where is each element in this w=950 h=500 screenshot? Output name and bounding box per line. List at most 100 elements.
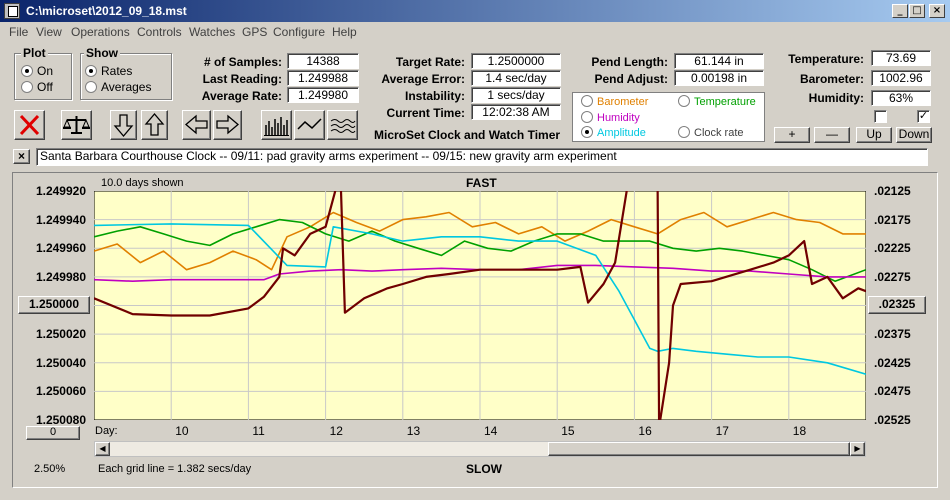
show-rates-radio[interactable]: Rates	[85, 64, 132, 78]
pend-adjust-label: Pend Adjust:	[594, 72, 668, 86]
menu-gps[interactable]: GPS	[242, 25, 268, 39]
grid-note: Each grid line = 1.382 secs/day	[98, 463, 252, 475]
waveform-button[interactable]	[327, 110, 358, 140]
maximize-button[interactable]: □	[909, 4, 925, 18]
arrow-up-icon	[144, 112, 165, 136]
x-tick-label: 10	[175, 424, 189, 438]
menu-controls[interactable]: Controls	[137, 25, 182, 39]
right-tick-label: .02525	[874, 413, 911, 427]
temperature-option[interactable]: Temperature	[678, 95, 756, 108]
center-amplitude-button[interactable]: .02325	[868, 296, 926, 314]
plus-button[interactable]: +	[774, 127, 810, 143]
humidity-option[interactable]: Humidity	[581, 111, 640, 124]
waveform-icon	[330, 119, 356, 133]
menu-watches[interactable]: Watches	[189, 25, 236, 39]
target-rate-value: 1.2500000	[471, 53, 561, 69]
x-tick-label: 13	[406, 424, 421, 438]
left-tick-label: 1.249940	[35, 212, 86, 227]
right-tick-label: .02475	[874, 384, 911, 399]
instability-label: Instability:	[404, 89, 465, 103]
average-error-value: 1.4 sec/day	[471, 70, 561, 86]
scroll-right-button[interactable]: ▶	[850, 442, 865, 456]
arrow-down-icon	[113, 114, 134, 138]
x-tick-label: 17	[715, 424, 729, 438]
x-tick-label: 15	[561, 424, 575, 438]
balance-button[interactable]	[61, 110, 92, 140]
show-group-label: Show	[84, 46, 120, 60]
menu-operations[interactable]: Operations	[71, 25, 130, 39]
scroll-right-icon: ▶	[854, 444, 861, 453]
histogram-button[interactable]	[261, 110, 292, 140]
barometer-value: 1002.96	[871, 70, 931, 86]
window-title: C:\microset\2012_09_18.mst	[26, 4, 187, 18]
pend-length-value: 61.144 in	[674, 53, 764, 69]
line-plot-icon	[297, 118, 322, 130]
show-group	[80, 53, 172, 100]
close-icon: ×	[17, 149, 25, 163]
menu-view[interactable]: View	[36, 25, 62, 39]
last-reading-value: 1.249988	[287, 70, 359, 86]
menu-help[interactable]: Help	[332, 25, 357, 39]
minimize-button[interactable]: _	[892, 4, 908, 18]
scroll-left-icon: ◀	[99, 444, 106, 453]
pend-length-label: Pend Length:	[591, 55, 668, 69]
series-options-panel: Barometer Temperature Humidity Amplitude…	[572, 92, 765, 142]
arrow-up-button[interactable]	[141, 110, 168, 140]
stop-button[interactable]	[14, 110, 45, 140]
temperature-checkbox[interactable]	[874, 110, 887, 123]
clear-description-button[interactable]: ×	[13, 149, 30, 164]
samples-value: 14388	[287, 53, 359, 69]
series-line-2	[94, 264, 866, 282]
average-rate-value: 1.249980	[287, 87, 359, 103]
arrow-right-icon	[216, 114, 240, 135]
right-tick-label: .02175	[874, 212, 911, 227]
right-tick-label: .02425	[874, 355, 911, 370]
plot-on-radio[interactable]: On	[21, 64, 53, 78]
pend-adjust-value: 0.00198 in	[674, 70, 764, 86]
right-tick-label: .02225	[874, 241, 911, 256]
chart-frame	[12, 172, 938, 488]
arrow-left-icon	[184, 114, 208, 135]
barometer-option[interactable]: Barometer	[581, 95, 648, 108]
plot-group-label: Plot	[21, 46, 48, 60]
app-icon	[4, 3, 20, 19]
series-line-4	[94, 191, 866, 420]
amplitude-option[interactable]: Amplitude	[581, 126, 646, 139]
scroll-left-button[interactable]: ◀	[95, 442, 110, 456]
humidity-label: Humidity:	[808, 91, 864, 105]
fast-label: FAST	[466, 176, 497, 190]
down-button[interactable]: Down	[896, 127, 932, 143]
arrow-right-button[interactable]	[213, 110, 242, 140]
barometer-label: Barometer:	[799, 72, 864, 86]
left-tick-label: 1.249920	[35, 184, 86, 198]
right-tick-label: .02125	[874, 184, 911, 198]
average-error-label: Average Error:	[381, 72, 465, 86]
temperature-label: Temperature:	[788, 52, 864, 66]
description-field[interactable]: Santa Barbara Courthouse Clock -- 09/11:…	[36, 148, 928, 166]
left-tick-label: 1.250040	[35, 355, 86, 370]
current-time-value: 12:02:38 AM	[471, 104, 561, 120]
center-rate-button[interactable]: 1.250000	[18, 296, 90, 314]
menu-file[interactable]: File	[9, 25, 29, 39]
scroll-thumb[interactable]	[548, 442, 850, 456]
minus-button[interactable]: —	[814, 127, 850, 143]
close-button[interactable]: ×	[929, 4, 945, 18]
clock-rate-option[interactable]: Clock rate	[678, 126, 744, 139]
horizontal-scrollbar[interactable]: ◀ ▶	[94, 441, 866, 457]
right-tick-label: .02275	[874, 269, 911, 284]
humidity-value: 63%	[871, 90, 931, 106]
humidity-checkbox[interactable]: ✓	[917, 110, 930, 123]
zero-button[interactable]: 0	[26, 426, 80, 440]
line-plot-button[interactable]	[294, 110, 325, 140]
left-tick-label: 1.250080	[35, 413, 86, 427]
up-button[interactable]: Up	[856, 127, 892, 143]
plot-off-radio[interactable]: Off	[21, 80, 53, 94]
show-averages-radio[interactable]: Averages	[85, 80, 151, 94]
histogram-icon	[264, 117, 289, 136]
balance-icon	[63, 116, 90, 134]
slow-label: SLOW	[466, 462, 502, 476]
arrow-down-button[interactable]	[110, 110, 137, 140]
arrow-left-button[interactable]	[182, 110, 211, 140]
menu-configure[interactable]: Configure	[273, 25, 326, 39]
x-tick-label: 14	[484, 424, 498, 438]
